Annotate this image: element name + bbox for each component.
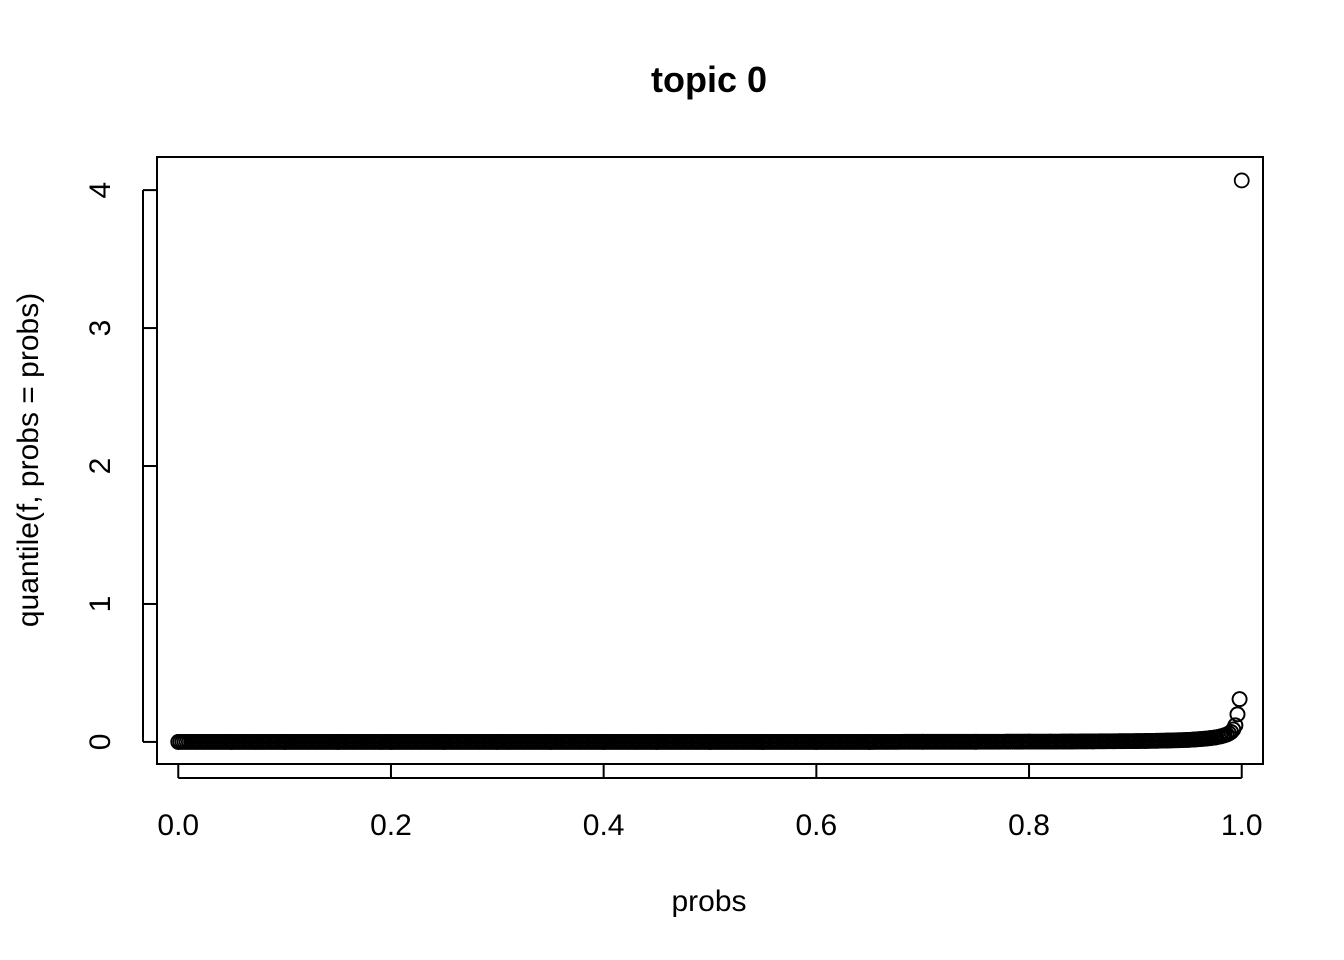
data-point [1042, 733, 1059, 750]
data-point [276, 734, 293, 750]
x-tick-label: 0.2 [370, 809, 412, 842]
data-point [1196, 730, 1213, 747]
y-tick-label: 2 [84, 458, 117, 475]
y-tick-label: 4 [84, 182, 117, 199]
data-point [1021, 733, 1037, 750]
x-axis-label: probs [671, 885, 746, 918]
data-point [1191, 731, 1208, 748]
y-axis-label: quantile(f, probs = probs) [12, 293, 45, 627]
data-point [329, 734, 346, 750]
data-point [861, 734, 878, 750]
data-point [1127, 733, 1144, 749]
data-point [1207, 729, 1224, 746]
data-point [436, 734, 453, 750]
data-point [1229, 706, 1246, 723]
data-point [1148, 732, 1165, 749]
data-point [383, 734, 399, 750]
x-tick-label: 0.6 [795, 809, 837, 842]
data-point [1227, 717, 1244, 734]
x-tick-label: 1.0 [1221, 809, 1263, 842]
data-point [1106, 733, 1123, 750]
data-point [1180, 731, 1197, 748]
chart-title: topic 0 [651, 59, 767, 100]
data-point [1231, 691, 1248, 708]
x-tick-label: 0.8 [1008, 809, 1050, 842]
x-tick-label: 0.0 [157, 809, 199, 842]
data-point [1233, 172, 1250, 189]
data-point [755, 734, 772, 750]
x-tick-label: 0.4 [583, 809, 625, 842]
data-point [489, 734, 506, 750]
data-point [542, 734, 559, 750]
plot-frame [156, 156, 1264, 765]
data-point [1084, 733, 1101, 750]
y-tick-label: 3 [84, 320, 117, 337]
y-tick-label: 0 [84, 734, 117, 751]
data-point [1138, 733, 1154, 749]
data-point [1159, 732, 1176, 749]
data-point [170, 734, 187, 750]
y-axis: 0 1 2 3 4 [84, 182, 157, 751]
data-point [1170, 732, 1186, 749]
data-point [702, 734, 718, 750]
data-point [967, 733, 984, 750]
data-point [1063, 733, 1080, 750]
data-point [808, 734, 825, 750]
data-point [648, 734, 665, 750]
y-tick-label: 1 [84, 596, 117, 613]
data-point [595, 734, 612, 750]
data-point [223, 734, 240, 750]
x-axis: 0.0 0.2 0.4 0.6 0.8 1.0 [157, 764, 1263, 842]
data-point [914, 733, 931, 750]
data-point [1185, 731, 1202, 748]
data-points [170, 172, 1250, 750]
